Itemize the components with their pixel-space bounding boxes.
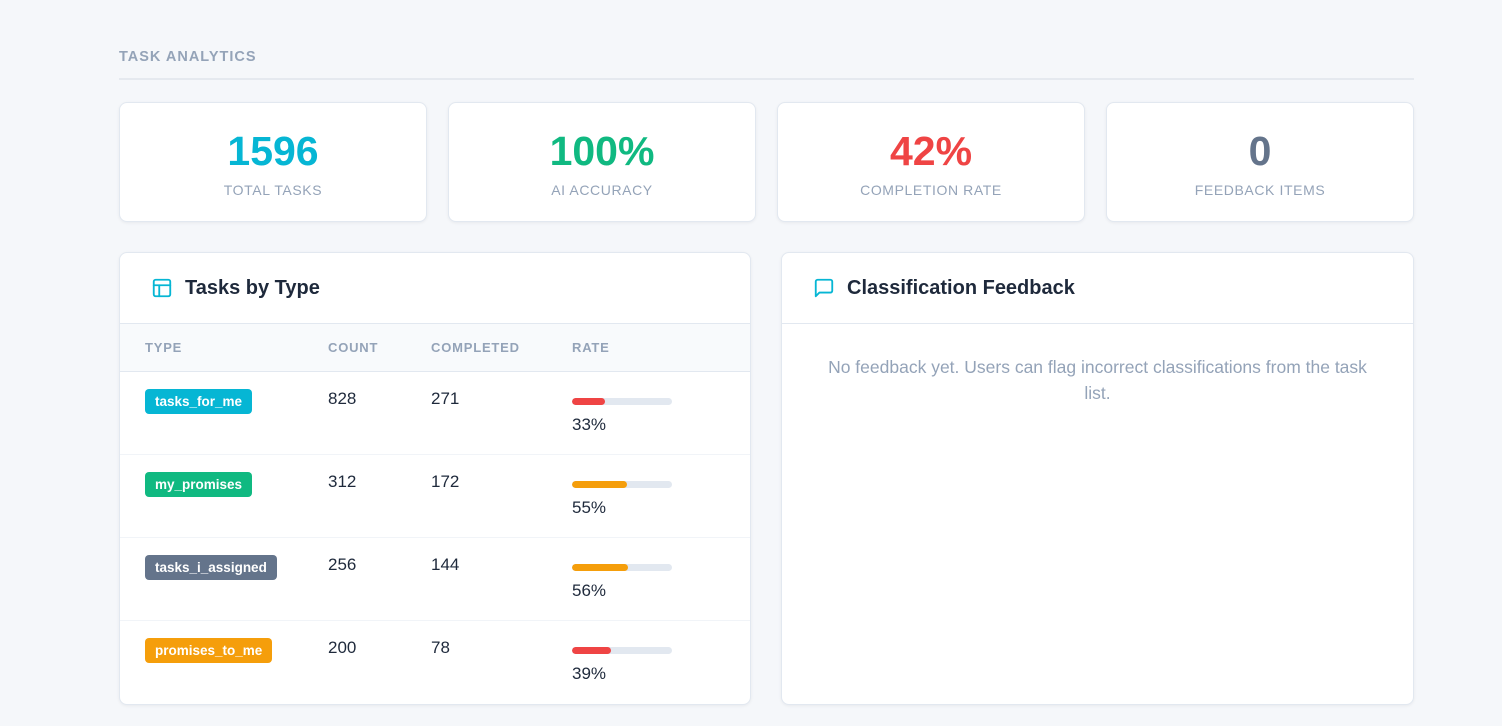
type-badge: tasks_i_assigned bbox=[145, 554, 277, 580]
type-badge: my_promises bbox=[145, 471, 253, 497]
column-header-type: TYPE bbox=[145, 339, 183, 355]
rate-text: 33% bbox=[572, 414, 607, 434]
stat-card-completion-rate: 42% COMPLETION RATE bbox=[777, 102, 1085, 222]
count-cell: 312 bbox=[328, 471, 357, 491]
table-header-row: TYPE COUNT COMPLETED RATE bbox=[120, 324, 750, 371]
column-header-completed: COMPLETED bbox=[431, 339, 520, 355]
stat-label: TOTAL TASKS bbox=[223, 181, 323, 198]
stat-label: COMPLETION RATE bbox=[860, 181, 1002, 198]
table-row: my_promises 312 172 55% bbox=[120, 454, 750, 537]
rate-bar-track bbox=[572, 646, 672, 654]
completed-cell: 144 bbox=[431, 554, 460, 574]
panel-header: Classification Feedback bbox=[782, 253, 1413, 324]
rate-bar-track bbox=[572, 480, 672, 488]
rate-bar-track bbox=[572, 563, 672, 571]
rate-bar-fill bbox=[572, 480, 627, 488]
count-cell: 200 bbox=[328, 637, 357, 657]
empty-state-message: No feedback yet. Users can flag incorrec… bbox=[828, 357, 1367, 403]
table-row: tasks_for_me 828 271 33% bbox=[120, 371, 750, 454]
rate-text: 39% bbox=[572, 663, 607, 683]
rate-text: 56% bbox=[572, 580, 607, 600]
tasks-by-type-panel: Tasks by Type TYPE COUNT COMPLETED RATE … bbox=[119, 252, 751, 705]
type-badge: tasks_for_me bbox=[145, 388, 253, 414]
message-icon bbox=[813, 277, 835, 299]
column-header-rate: RATE bbox=[572, 339, 610, 355]
stat-value: 1596 bbox=[227, 127, 319, 174]
table-row: promises_to_me 200 78 39% bbox=[120, 620, 750, 703]
table-row: tasks_i_assigned 256 144 56% bbox=[120, 537, 750, 620]
tasks-table: TYPE COUNT COMPLETED RATE tasks_for_me 8… bbox=[120, 324, 750, 703]
panel-title: Classification Feedback bbox=[847, 276, 1075, 299]
rate-cell: 33% bbox=[572, 371, 750, 454]
rate-bar-track bbox=[572, 397, 672, 405]
rate-cell: 56% bbox=[572, 537, 750, 620]
completed-cell: 271 bbox=[431, 388, 460, 408]
stat-card-total-tasks: 1596 TOTAL TASKS bbox=[119, 102, 427, 222]
panel-title: Tasks by Type bbox=[185, 276, 320, 299]
rate-text: 55% bbox=[572, 497, 607, 517]
stat-value: 0 bbox=[1248, 127, 1272, 174]
table-icon bbox=[151, 277, 173, 299]
rate-cell: 55% bbox=[572, 454, 750, 537]
panel-header: Tasks by Type bbox=[120, 253, 750, 324]
rate-bar-fill bbox=[572, 397, 605, 405]
column-header-count: COUNT bbox=[328, 339, 379, 355]
stat-label: FEEDBACK ITEMS bbox=[1194, 181, 1326, 198]
completed-cell: 172 bbox=[431, 471, 460, 491]
completed-cell: 78 bbox=[431, 637, 450, 657]
count-cell: 828 bbox=[328, 388, 357, 408]
rate-cell: 39% bbox=[572, 620, 750, 703]
stats-row: 1596 TOTAL TASKS 100% AI ACCURACY 42% CO… bbox=[119, 102, 1414, 222]
count-cell: 256 bbox=[328, 554, 357, 574]
rate-bar-fill bbox=[572, 646, 611, 654]
type-badge: promises_to_me bbox=[145, 637, 273, 663]
stat-label: AI ACCURACY bbox=[551, 181, 653, 198]
stat-card-ai-accuracy: 100% AI ACCURACY bbox=[448, 102, 756, 222]
classification-feedback-panel: Classification Feedback No feedback yet.… bbox=[781, 252, 1414, 705]
rate-bar-fill bbox=[572, 563, 628, 571]
stat-value: 100% bbox=[549, 127, 655, 174]
section-title: TASK ANALYTICS bbox=[119, 49, 1414, 80]
stat-card-feedback-items: 0 FEEDBACK ITEMS bbox=[1106, 102, 1414, 222]
stat-value: 42% bbox=[889, 127, 973, 174]
